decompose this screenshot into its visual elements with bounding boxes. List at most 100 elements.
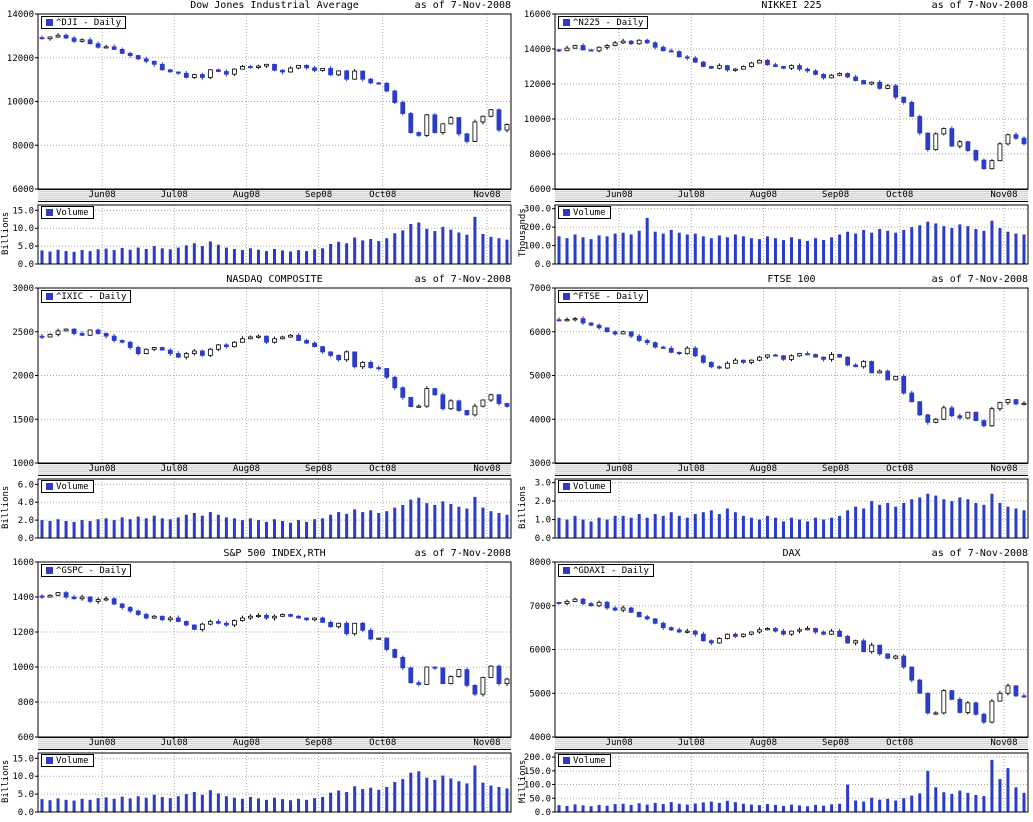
month-label: Aug08	[232, 190, 260, 200]
candles-layer	[39, 327, 510, 417]
svg-text:5000: 5000	[529, 372, 551, 382]
legend-swatch-icon	[46, 483, 53, 490]
svg-text:6000: 6000	[529, 646, 551, 656]
svg-text:5.0: 5.0	[18, 790, 34, 800]
month-label: Nov08	[473, 190, 501, 200]
svg-text:0.0: 0.0	[535, 260, 551, 270]
grid-layer	[38, 479, 511, 538]
volume-panel: 0.0 50.0 100.0 150.0 200.0	[524, 752, 1029, 818]
volume-bars-layer	[557, 217, 1026, 264]
grid-layer	[555, 561, 1028, 737]
price-panel: 1000 1500 2000 2500 3000	[12, 284, 512, 469]
axis-layer: 6000 8000 10000 12000 14000 16000	[524, 10, 555, 195]
price-panel: 6000 8000 10000 12000 14000 16000	[524, 10, 1029, 195]
chart-titlebar: Dow Jones Industrial Average as of 7-Nov…	[38, 0, 511, 12]
grid-layer	[555, 287, 1028, 463]
grid-layer	[555, 13, 1028, 189]
grid-layer	[38, 287, 511, 463]
svg-text:0.0: 0.0	[535, 534, 551, 544]
month-label: Aug08	[749, 464, 777, 474]
grid-layer	[38, 753, 511, 812]
axis-layer: 0.0 1.0 2.0 3.0	[535, 479, 555, 544]
as-of-label: as of 7-Nov-2008	[931, 548, 1028, 559]
chart-titlebar: S&P 500 INDEX,RTH as of 7-Nov-2008	[38, 548, 511, 560]
volume-legend: Volume	[41, 754, 94, 767]
as-of-label: as of 7-Nov-2008	[414, 548, 511, 559]
axis-layer: 3000 4000 5000 6000 7000	[529, 284, 555, 469]
svg-text:200.0: 200.0	[524, 753, 551, 763]
month-label: Oct08	[886, 738, 914, 748]
symbol-legend: ^FTSE - Daily	[558, 290, 649, 303]
month-label: Sep08	[822, 738, 850, 748]
svg-text:12000: 12000	[524, 80, 551, 90]
price-panel: 6000 8000 10000 12000 14000	[7, 10, 512, 195]
svg-text:1500: 1500	[12, 415, 34, 425]
svg-text:10000: 10000	[7, 98, 34, 108]
svg-text:7000: 7000	[529, 602, 551, 612]
grid-layer	[555, 205, 1028, 264]
volume-legend-label: Volume	[573, 755, 606, 766]
symbol-legend-label: ^IXIC - Daily	[56, 291, 127, 302]
svg-text:1200: 1200	[12, 628, 34, 638]
svg-text:10.0: 10.0	[12, 772, 34, 782]
axis-layer: 4000 5000 6000 7000 8000	[529, 558, 555, 743]
symbol-legend-label: ^FTSE - Daily	[573, 291, 644, 302]
svg-text:1000: 1000	[12, 663, 34, 673]
grid-layer	[38, 13, 511, 189]
month-label: Jul08	[160, 190, 188, 200]
chart-gdaxi: DAX as of 7-Nov-2008 ^GDAXI - Daily 4000…	[517, 548, 1033, 822]
candles-layer	[556, 597, 1027, 724]
svg-text:15.0: 15.0	[12, 206, 34, 216]
candles-layer	[556, 316, 1027, 428]
svg-text:0.0: 0.0	[18, 260, 34, 270]
volume-legend-label: Volume	[573, 207, 606, 218]
month-label: Oct08	[886, 190, 914, 200]
svg-text:50.0: 50.0	[529, 794, 551, 804]
symbol-legend: ^N225 - Daily	[558, 16, 649, 29]
axis-layer: 6000 8000 10000 12000 14000	[7, 10, 38, 195]
as-of-label: as of 7-Nov-2008	[931, 274, 1028, 285]
chart-title: Dow Jones Industrial Average	[190, 0, 359, 11]
volume-bars-layer	[557, 759, 1026, 812]
volume-legend-label: Volume	[56, 481, 89, 492]
grid-layer	[38, 205, 511, 264]
svg-text:1000: 1000	[12, 459, 34, 469]
symbol-legend-label: ^DJI - Daily	[56, 17, 122, 28]
volume-panel: 0.0 5.0 10.0 15.0	[12, 204, 512, 270]
legend-swatch-icon	[563, 567, 570, 574]
svg-text:8000: 8000	[529, 150, 551, 160]
svg-text:1400: 1400	[12, 593, 34, 603]
month-label: Sep08	[822, 190, 850, 200]
month-label: Nov08	[990, 190, 1018, 200]
month-label: Sep08	[305, 738, 333, 748]
chart-gspc: S&P 500 INDEX,RTH as of 7-Nov-2008 ^GSPC…	[0, 548, 516, 822]
month-label: Oct08	[369, 190, 397, 200]
month-label: Aug08	[749, 190, 777, 200]
chart-title: NIKKEI 225	[761, 0, 822, 11]
chart-title: S&P 500 INDEX,RTH	[223, 548, 326, 559]
candles-layer	[39, 590, 510, 697]
month-axis-band: Jun08 Jul08 Aug08 Sep08 Oct08 Nov08	[555, 463, 1028, 476]
volume-legend-label: Volume	[56, 755, 89, 766]
volume-panel: 0.0 5.0 10.0 15.0	[12, 752, 512, 818]
legend-swatch-icon	[563, 757, 570, 764]
svg-text:6000: 6000	[529, 185, 551, 195]
svg-text:10000: 10000	[524, 115, 551, 125]
svg-text:100.0: 100.0	[524, 242, 551, 252]
price-panel: 600 800 1000 1200 1400 1600	[12, 558, 512, 743]
svg-text:3000: 3000	[12, 284, 34, 294]
legend-swatch-icon	[46, 757, 53, 764]
symbol-legend: ^GSPC - Daily	[41, 564, 132, 577]
svg-text:4000: 4000	[529, 733, 551, 743]
svg-text:4.0: 4.0	[18, 498, 34, 508]
grid-layer	[38, 561, 511, 737]
volume-panel: 0.0 2.0 4.0 6.0	[18, 478, 512, 544]
month-axis-band: Jun08 Jul08 Aug08 Sep08 Oct08 Nov08	[38, 737, 511, 750]
chart-ftse: FTSE 100 as of 7-Nov-2008 ^FTSE - Daily …	[517, 274, 1033, 548]
svg-text:100.0: 100.0	[524, 781, 551, 791]
month-label: Aug08	[232, 464, 260, 474]
legend-swatch-icon	[563, 483, 570, 490]
month-label: Jun08	[88, 464, 116, 474]
svg-text:3000: 3000	[529, 459, 551, 469]
month-axis-band: Jun08 Jul08 Aug08 Sep08 Oct08 Nov08	[555, 737, 1028, 750]
